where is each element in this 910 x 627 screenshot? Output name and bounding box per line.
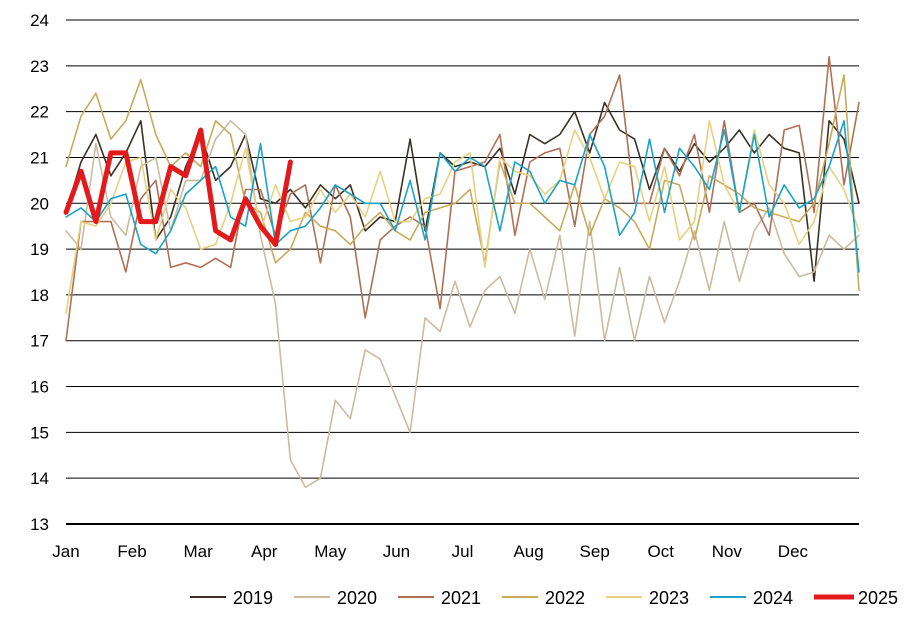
x-tick-label-mar: Mar (184, 542, 214, 561)
y-tick-label-16: 16 (30, 378, 49, 397)
y-tick-label-18: 18 (30, 286, 49, 305)
x-tick-label-nov: Nov (712, 542, 743, 561)
y-tick-label-13: 13 (30, 515, 49, 534)
legend-label-2021: 2021 (441, 588, 481, 608)
series-line-2024 (65, 120, 860, 273)
series-line-2019 (65, 101, 860, 283)
legend-label-2023: 2023 (649, 588, 689, 608)
x-tick-label-jan: Jan (52, 542, 79, 561)
legend-label-2025: 2025 (858, 588, 898, 608)
legend-label-2019: 2019 (233, 588, 273, 608)
x-tick-label-sep: Sep (580, 542, 610, 561)
series-lines (63, 55, 860, 489)
x-tick-label-dec: Dec (778, 542, 809, 561)
y-tick-label-23: 23 (30, 57, 49, 76)
legend: 2019 2020 2021 2022 2023 2024 2025 (190, 588, 898, 608)
x-tick-label-aug: Aug (513, 542, 543, 561)
x-axis-month-labels: Jan Feb Mar Apr May Jun Jul Aug Sep Oct Nov Dec (52, 542, 808, 561)
y-tick-label-17: 17 (30, 332, 49, 351)
x-tick-label-may: May (314, 542, 347, 561)
legend-label-2024: 2024 (753, 588, 793, 608)
y-tick-label-24: 24 (30, 11, 49, 30)
legend-label-2020: 2020 (337, 588, 377, 608)
x-tick-label-apr: Apr (251, 542, 278, 561)
x-tick-label-jun: Jun (383, 542, 410, 561)
y-tick-label-22: 22 (30, 103, 49, 122)
gridlines (66, 19, 859, 525)
y-tick-label-19: 19 (30, 240, 49, 259)
y-tick-label-20: 20 (30, 194, 49, 213)
series-line-2023 (65, 120, 860, 315)
series-line-2020 (65, 120, 860, 489)
y-axis-tick-labels: 13 14 15 16 17 18 19 20 21 22 23 24 (30, 11, 49, 534)
legend-label-2022: 2022 (545, 588, 585, 608)
y-tick-label-14: 14 (30, 469, 49, 488)
series-line-2025 (63, 127, 293, 247)
series-line-2022 (65, 74, 860, 292)
y-tick-label-21: 21 (30, 148, 49, 167)
series-line-2021 (65, 55, 860, 342)
x-tick-label-jul: Jul (452, 542, 474, 561)
x-tick-label-oct: Oct (648, 542, 675, 561)
y-tick-label-15: 15 (30, 423, 49, 442)
x-tick-label-feb: Feb (117, 542, 146, 561)
